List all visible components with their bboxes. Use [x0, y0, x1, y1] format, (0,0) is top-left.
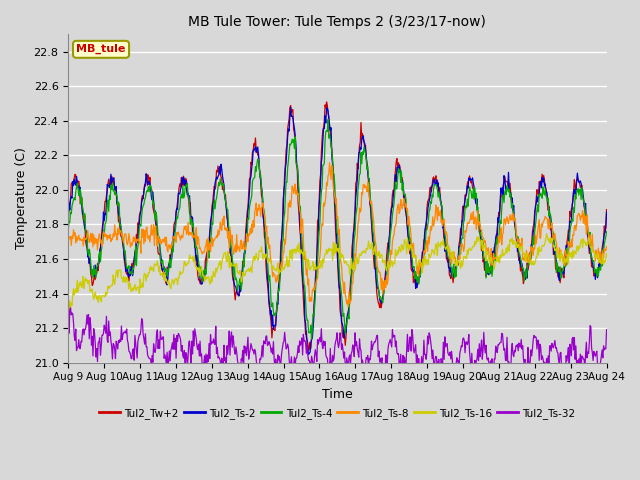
Legend: Tul2_Tw+2, Tul2_Ts-2, Tul2_Ts-4, Tul2_Ts-8, Tul2_Ts-16, Tul2_Ts-32: Tul2_Tw+2, Tul2_Ts-2, Tul2_Ts-4, Tul2_Ts…	[95, 404, 580, 423]
Y-axis label: Temperature (C): Temperature (C)	[15, 147, 28, 250]
Text: MB_tule: MB_tule	[76, 44, 125, 54]
Title: MB Tule Tower: Tule Temps 2 (3/23/17-now): MB Tule Tower: Tule Temps 2 (3/23/17-now…	[189, 15, 486, 29]
X-axis label: Time: Time	[322, 388, 353, 401]
